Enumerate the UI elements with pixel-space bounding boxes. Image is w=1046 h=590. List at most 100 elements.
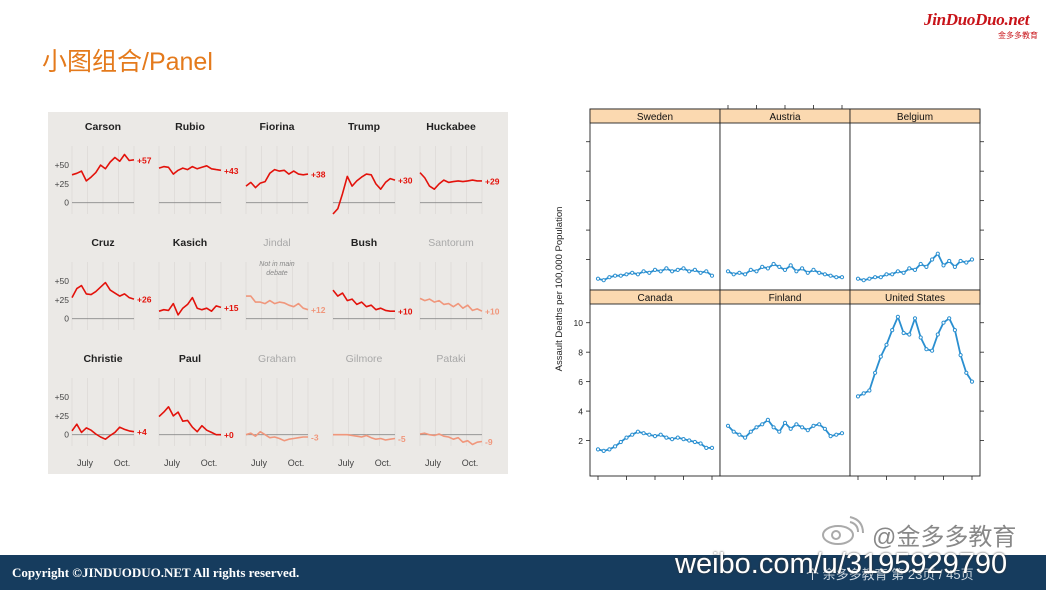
data-point [839,431,845,436]
end-value-label: +10 [485,307,500,317]
data-point [771,425,776,430]
panel-strip-label: Canada [637,293,672,304]
panel-title: Huckabee [426,121,476,133]
end-value-label: +30 [398,176,413,186]
data-point [941,263,946,268]
data-point [964,260,969,265]
panel-note: debate [266,270,288,277]
panel-united-states: United States [849,289,981,477]
x-tick-label: 1970 [617,483,636,484]
x-tick-label: 1980 [646,483,665,484]
data-point [873,275,878,280]
panel-jindal: Jindal +12 Not in main debate [245,237,326,330]
data-point [817,422,822,427]
data-point [658,269,663,274]
panel-title: Pataki [436,353,465,365]
panel-trump: Trump +30 [332,121,413,215]
data-point [635,272,641,277]
series-line [332,289,395,312]
data-point [664,266,669,271]
panel-cruz: Cruz +26 [71,237,152,330]
data-point [873,370,878,375]
data-point [670,437,675,442]
panel-paul: Paul +0 [158,353,234,446]
series-line [71,153,135,182]
panel-finland: Finland [719,289,851,477]
panel-santorum: Santorum +10 [419,237,500,330]
data-point [788,426,793,431]
data-point [805,428,810,433]
y-tick-label: 4 [578,407,583,417]
data-point [947,258,952,264]
panel-belgium: Belgium [849,108,981,296]
end-value-label: +15 [224,303,239,313]
data-point [884,342,889,347]
x-tick-label: July [425,458,442,468]
data-point [867,276,872,281]
data-point [958,353,963,358]
end-value-label: +43 [224,166,239,176]
data-point [624,435,629,440]
series-line [71,423,135,441]
data-point [725,269,731,274]
panel-title: Gilmore [346,353,383,365]
data-point [630,270,635,275]
x-tick-label: July [338,458,355,468]
data-point [805,270,810,275]
panel-frame [719,289,851,477]
data-point [895,269,900,274]
data-point [618,273,623,278]
panel-frame [589,289,721,477]
data-point [613,273,618,278]
series-line [245,168,309,189]
copyright-text: Copyright ©JINDUODUO.NET All rights rese… [12,565,300,580]
data-point [964,370,969,375]
x-tick-label: 1960 [849,483,868,484]
data-point [901,330,906,336]
panel-title: Fiorina [259,121,294,133]
data-point [935,251,940,256]
data-point [765,417,770,422]
end-value-label: +29 [485,176,500,186]
data-point [687,438,692,443]
panel-title: Trump [348,121,380,133]
data-point [861,391,866,396]
y-tick-label: 0 [64,430,69,440]
data-point [890,328,895,333]
series-line [419,172,482,190]
data-point [890,272,895,277]
y-tick-label: +50 [55,392,70,402]
x-tick-label: 2000 [703,483,722,484]
data-point [777,264,782,269]
data-point [811,267,816,272]
panel-title: Cruz [91,237,114,249]
data-point [647,270,652,275]
data-point [788,263,793,268]
weibo-watermark-icon [822,516,864,545]
weibo-handle-watermark: @金多多教育 [872,524,1017,551]
panel-title: Kasich [173,237,207,249]
panel-strip-label: Sweden [637,112,673,123]
data-point [969,257,975,262]
data-point [969,379,975,384]
x-tick-label: 1980 [906,483,925,484]
y-tick-label: +25 [55,295,70,305]
panel-strip-label: United States [885,293,945,304]
panel-title: Bush [351,237,377,249]
panel-strip [849,289,981,305]
data-point [771,261,776,267]
brand-logo[interactable]: JinDuoDuo.net 金多多教育 [924,8,1042,42]
data-point [941,320,946,325]
data-point [912,316,918,321]
panel-sweden: Sweden [589,108,721,296]
panel-title: Rubio [175,121,205,133]
data-point [828,273,833,278]
data-point [811,423,816,428]
panel-title: Paul [179,353,201,365]
data-point [884,272,889,277]
series-line [245,430,308,442]
data-point [878,275,883,280]
data-point [601,448,606,453]
data-point [822,272,827,277]
